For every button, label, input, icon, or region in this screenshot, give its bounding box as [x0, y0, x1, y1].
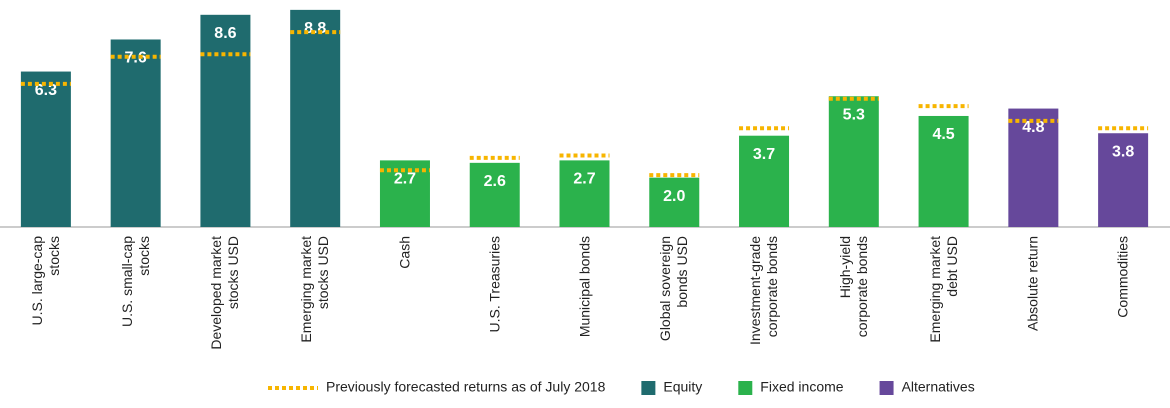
x-tick-label: Cash [396, 236, 413, 269]
value-label: 6.3 [35, 82, 57, 99]
legend-label: Equity [663, 379, 702, 395]
value-label: 8.6 [214, 25, 236, 42]
x-tick-label: U.S. Treasuries [486, 236, 503, 333]
value-label: 3.8 [1112, 143, 1134, 160]
value-label: 5.3 [843, 106, 865, 123]
x-tick-label: Investment-grade corporate bonds [747, 236, 781, 345]
value-label: 3.7 [753, 146, 775, 163]
bar [559, 160, 610, 227]
bar [828, 96, 879, 227]
value-label: 2.7 [573, 171, 595, 188]
value-label: 4.8 [1022, 119, 1044, 136]
legend-swatch [738, 381, 753, 395]
x-tick-label: High-yield corporate bonds [836, 236, 870, 338]
legend-label: Fixed income [760, 379, 843, 395]
x-tick-label: Absolute return [1024, 236, 1041, 331]
x-tick-label: Emerging market debt USD [926, 236, 960, 343]
value-label: 4.5 [932, 126, 954, 143]
bar [649, 177, 700, 227]
x-tick-label: Municipal bonds [576, 236, 592, 338]
bar [20, 71, 71, 227]
bar [739, 135, 790, 227]
x-tick-label: U.S. large-cap stocks [28, 236, 62, 326]
legend-swatch [641, 381, 656, 395]
bar [1098, 133, 1149, 227]
legend-swatch [879, 381, 894, 395]
legend-label: Alternatives [902, 379, 975, 395]
value-label: 2.0 [663, 188, 685, 205]
x-tick-label: U.S. small-cap stocks [118, 236, 152, 328]
x-tick-label: Developed market stocks USD [208, 236, 242, 350]
bar [200, 14, 251, 227]
x-tick-label: Emerging market stocks USD [298, 236, 332, 343]
value-label: 2.6 [484, 173, 506, 190]
value-label: 7.6 [125, 50, 147, 67]
x-tick-label: Commodities [1114, 236, 1131, 318]
bar [918, 115, 969, 227]
value-label: 2.7 [394, 171, 416, 188]
bar [290, 9, 341, 227]
legend-label: Previously forecasted returns as of July… [326, 379, 606, 395]
value-label: 8.8 [304, 20, 326, 37]
bar [469, 162, 520, 227]
bar [110, 39, 161, 228]
bar [1008, 108, 1059, 227]
x-tick-label: Global sovereign bonds USD [657, 236, 691, 342]
